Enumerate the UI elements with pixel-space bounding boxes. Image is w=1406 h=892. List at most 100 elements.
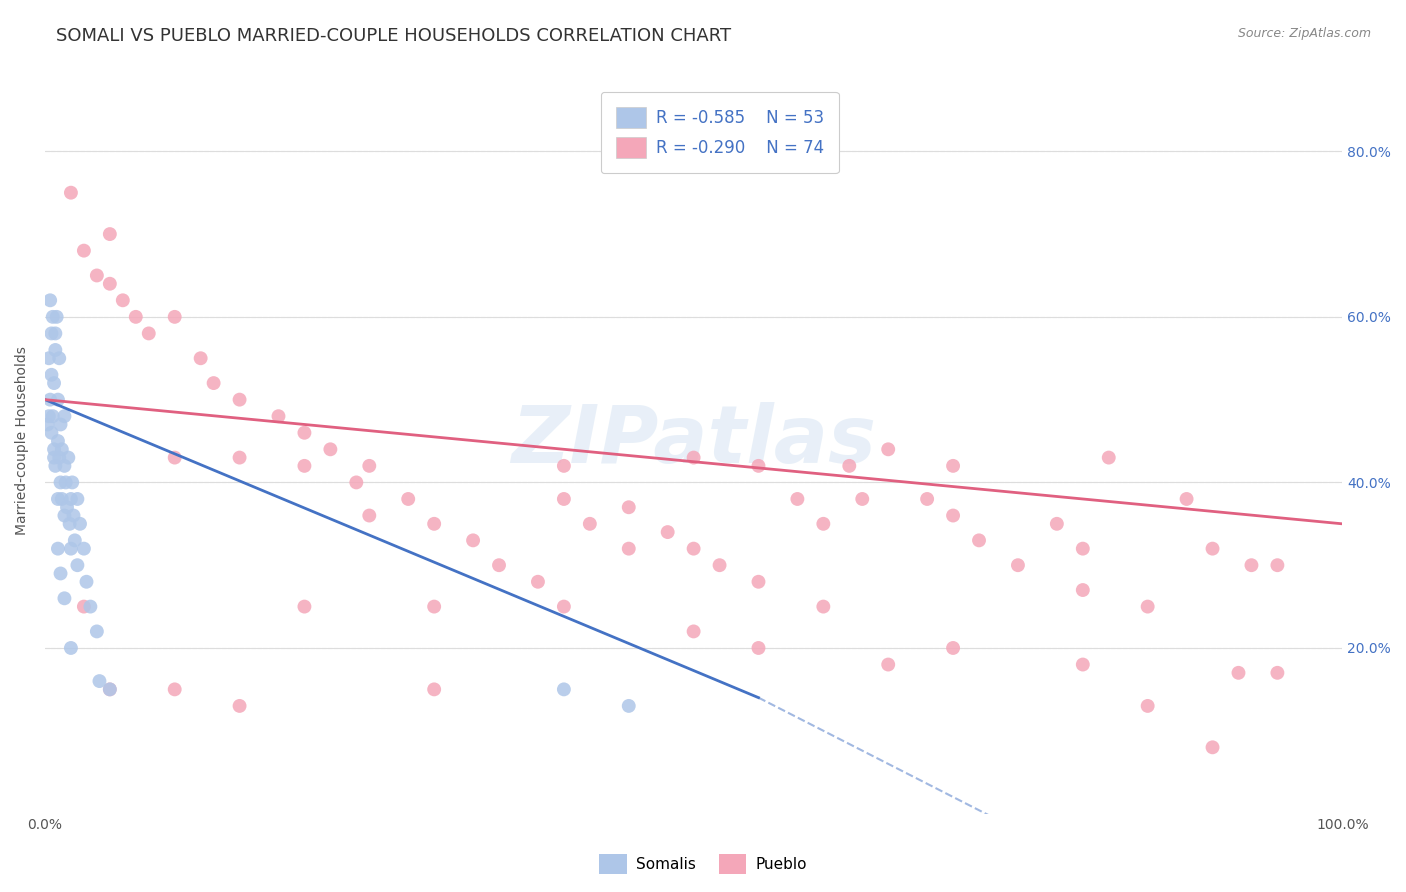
- Point: [42, 442, 65, 457]
- Point: [53, 409, 76, 424]
- Point: [53, 508, 76, 523]
- Point: [553, 491, 575, 506]
- Point: [42, 310, 65, 324]
- Point: [1201, 740, 1223, 755]
- Point: [877, 442, 900, 457]
- Point: [51, 491, 73, 506]
- Point: [1007, 558, 1029, 573]
- Point: [59, 186, 82, 200]
- Point: [709, 558, 731, 573]
- Point: [190, 351, 212, 366]
- Point: [59, 491, 82, 506]
- Point: [48, 450, 70, 465]
- Point: [319, 442, 342, 457]
- Point: [53, 458, 76, 473]
- Point: [46, 491, 69, 506]
- Point: [967, 533, 990, 548]
- Point: [657, 525, 679, 540]
- Point: [942, 458, 965, 473]
- Point: [46, 392, 69, 407]
- Point: [1240, 558, 1263, 573]
- Point: [877, 657, 900, 672]
- Legend: Somalis, Pueblo: Somalis, Pueblo: [593, 848, 813, 880]
- Point: [423, 516, 446, 531]
- Point: [38, 351, 60, 366]
- Point: [851, 491, 873, 506]
- Point: [48, 351, 70, 366]
- Point: [42, 450, 65, 465]
- Point: [527, 574, 550, 589]
- Point: [63, 533, 86, 548]
- Point: [488, 558, 510, 573]
- Point: [59, 516, 82, 531]
- Point: [1046, 516, 1069, 531]
- Point: [1267, 558, 1289, 573]
- Point: [163, 450, 186, 465]
- Point: [62, 508, 84, 523]
- Point: [41, 326, 63, 341]
- Point: [294, 599, 316, 614]
- Point: [163, 682, 186, 697]
- Point: [813, 516, 835, 531]
- Point: [49, 475, 72, 490]
- Point: [786, 491, 808, 506]
- Point: [1098, 450, 1121, 465]
- Point: [294, 458, 316, 473]
- Point: [579, 516, 602, 531]
- Point: [682, 450, 704, 465]
- Point: [98, 277, 121, 291]
- Point: [125, 310, 148, 324]
- Point: [294, 425, 316, 440]
- Point: [1175, 491, 1198, 506]
- Point: [41, 425, 63, 440]
- Point: [344, 475, 367, 490]
- Point: [44, 343, 66, 357]
- Point: [76, 574, 98, 589]
- Point: [45, 310, 67, 324]
- Point: [138, 326, 160, 341]
- Point: [553, 682, 575, 697]
- Point: [1136, 698, 1159, 713]
- Point: [553, 458, 575, 473]
- Point: [747, 574, 769, 589]
- Point: [56, 500, 79, 515]
- Point: [942, 640, 965, 655]
- Point: [111, 293, 134, 308]
- Point: [359, 508, 381, 523]
- Point: [1267, 665, 1289, 680]
- Point: [42, 409, 65, 424]
- Point: [1227, 665, 1250, 680]
- Point: [46, 434, 69, 448]
- Point: [39, 293, 62, 308]
- Point: [1071, 582, 1094, 597]
- Point: [69, 516, 91, 531]
- Point: [747, 458, 769, 473]
- Point: [461, 533, 484, 548]
- Point: [98, 682, 121, 697]
- Point: [49, 417, 72, 432]
- Point: [267, 409, 290, 424]
- Text: Source: ZipAtlas.com: Source: ZipAtlas.com: [1237, 27, 1371, 40]
- Point: [60, 475, 83, 490]
- Point: [49, 566, 72, 581]
- Point: [53, 591, 76, 606]
- Point: [86, 268, 108, 283]
- Point: [813, 599, 835, 614]
- Point: [228, 392, 250, 407]
- Point: [359, 458, 381, 473]
- Point: [228, 450, 250, 465]
- Point: [51, 442, 73, 457]
- Point: [86, 624, 108, 639]
- Point: [228, 698, 250, 713]
- Point: [59, 640, 82, 655]
- Point: [37, 417, 59, 432]
- Point: [55, 475, 77, 490]
- Point: [1201, 541, 1223, 556]
- Point: [59, 541, 82, 556]
- Point: [79, 599, 101, 614]
- Point: [682, 624, 704, 639]
- Point: [98, 682, 121, 697]
- Text: ZIPatlas: ZIPatlas: [512, 402, 876, 480]
- Point: [423, 682, 446, 697]
- Point: [89, 674, 111, 689]
